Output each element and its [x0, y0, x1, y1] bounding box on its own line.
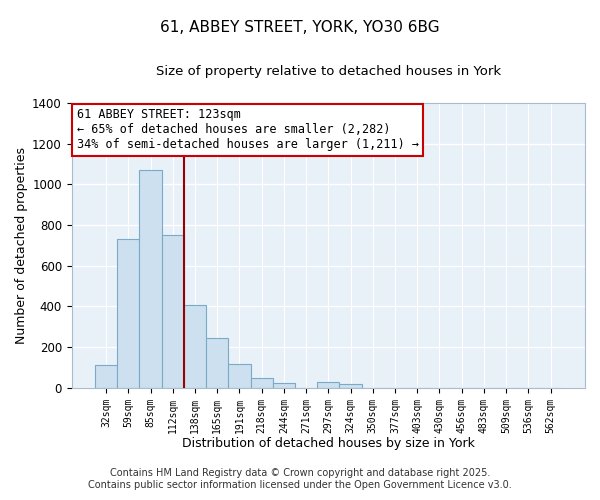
Bar [251, 378, 273, 388]
Text: 61, ABBEY STREET, YORK, YO30 6BG: 61, ABBEY STREET, YORK, YO30 6BG [160, 20, 440, 35]
Title: Size of property relative to detached houses in York: Size of property relative to detached ho… [156, 65, 501, 78]
Bar [117, 239, 139, 388]
Bar [95, 366, 117, 388]
Text: 61 ABBEY STREET: 123sqm
← 65% of detached houses are smaller (2,282)
34% of semi: 61 ABBEY STREET: 123sqm ← 65% of detache… [77, 108, 419, 152]
Text: Contains HM Land Registry data © Crown copyright and database right 2025.
Contai: Contains HM Land Registry data © Crown c… [88, 468, 512, 490]
Bar [340, 384, 362, 388]
Bar [206, 338, 229, 388]
Bar [317, 382, 340, 388]
Bar [139, 170, 161, 388]
Y-axis label: Number of detached properties: Number of detached properties [15, 147, 28, 344]
Bar [161, 235, 184, 388]
Bar [229, 364, 251, 388]
X-axis label: Distribution of detached houses by size in York: Distribution of detached houses by size … [182, 437, 475, 450]
Bar [273, 383, 295, 388]
Bar [184, 306, 206, 388]
